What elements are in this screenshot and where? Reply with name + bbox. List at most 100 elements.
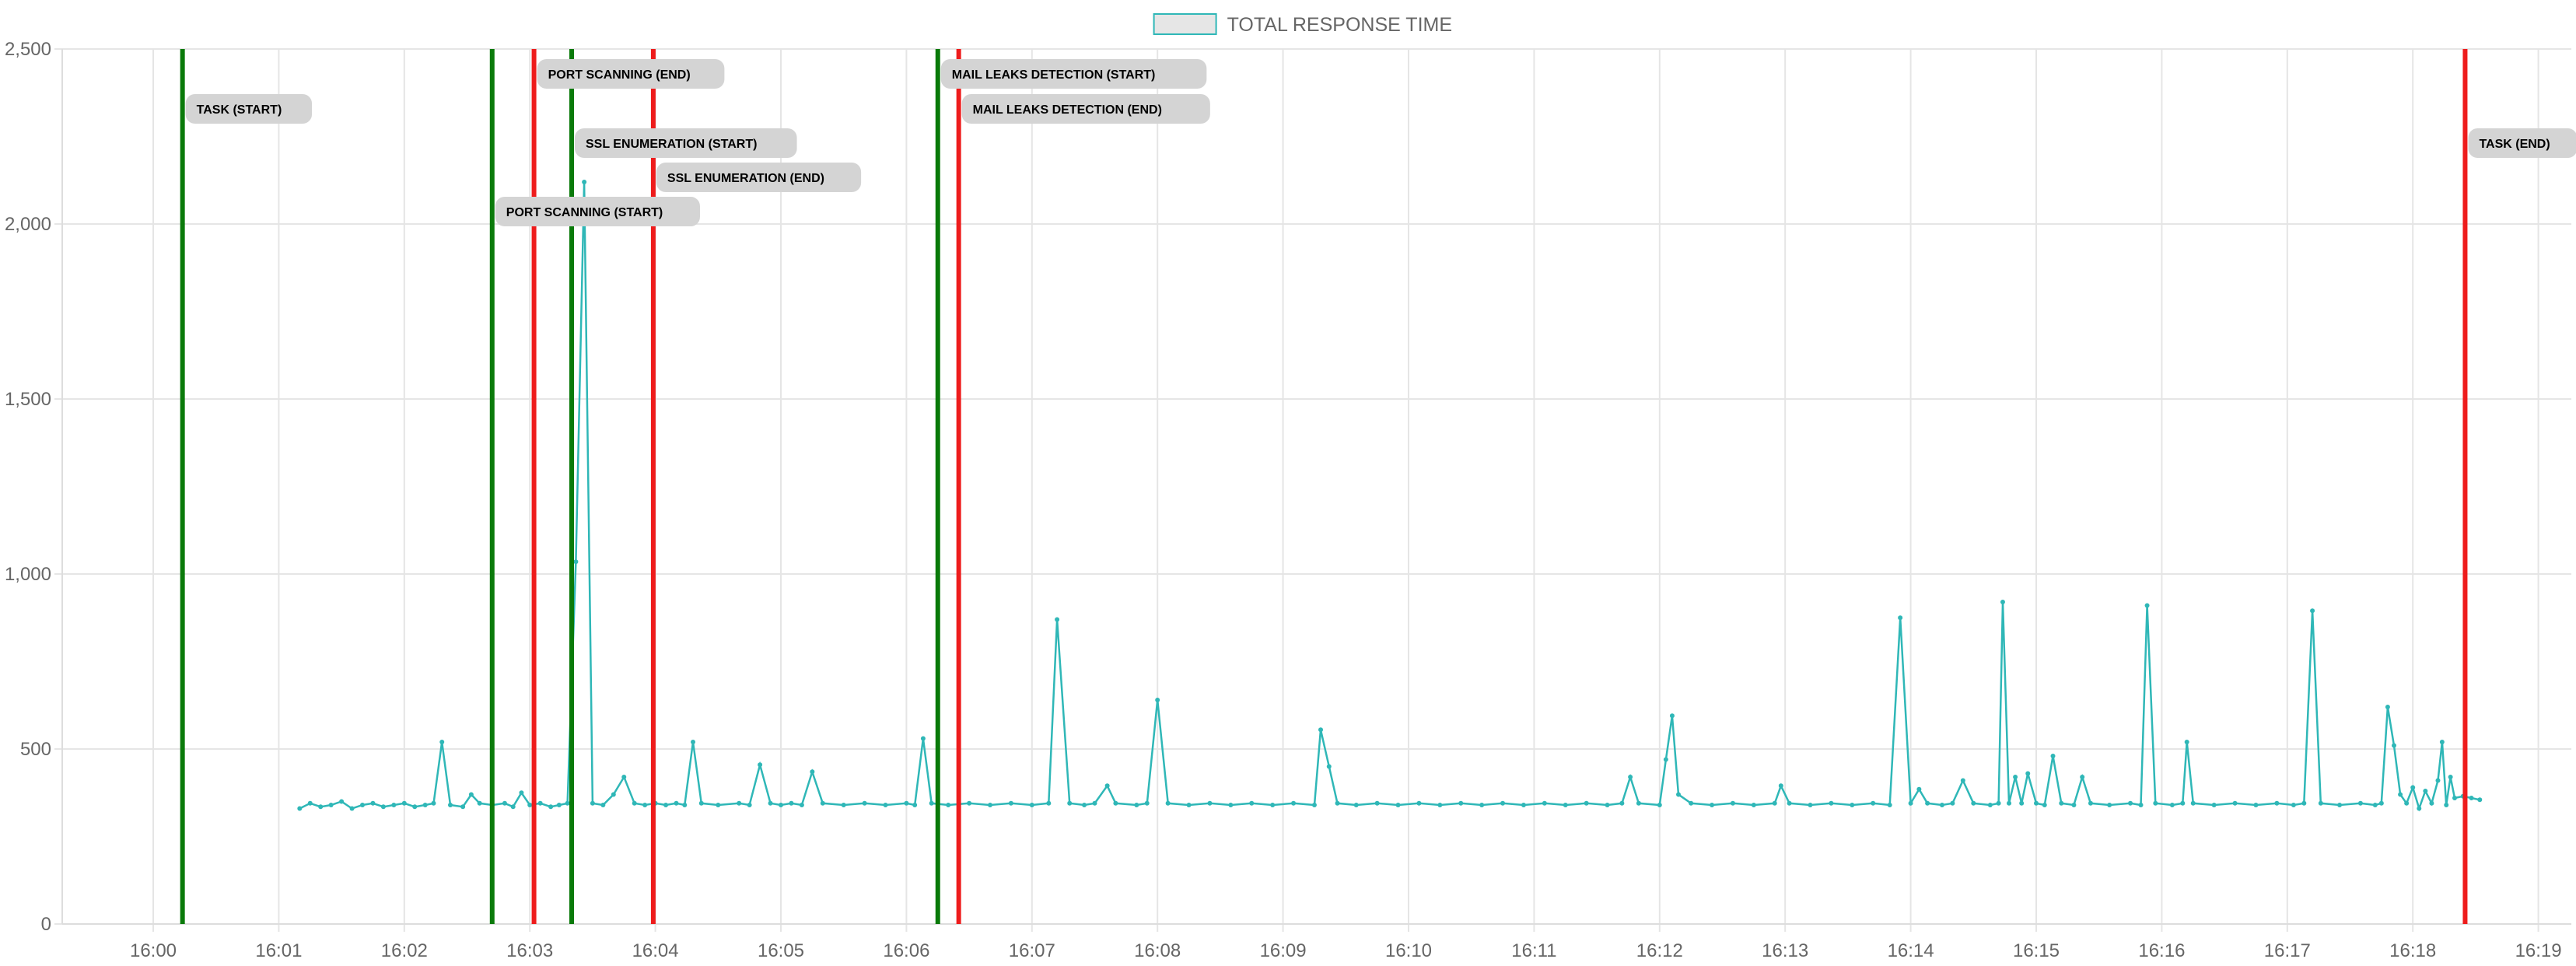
- annotation-label-text: PORT SCANNING (END): [548, 68, 691, 82]
- data-point: [556, 803, 562, 807]
- legend-label[interactable]: TOTAL RESPONSE TIME: [1227, 14, 1452, 36]
- data-point: [1605, 803, 1610, 807]
- data-point: [698, 800, 704, 806]
- data-point: [2080, 775, 2085, 779]
- annotation-label-text: MAIL LEAKS DETECTION (END): [973, 103, 1162, 117]
- data-point: [2000, 600, 2005, 604]
- data-point: [1113, 800, 1118, 806]
- data-point: [1067, 800, 1073, 806]
- data-point: [1787, 800, 1792, 806]
- annotation-label: SSL ENUMERATION (END): [656, 163, 862, 192]
- data-point: [2153, 800, 2158, 806]
- data-point: [1104, 783, 1110, 789]
- data-point: [682, 803, 688, 807]
- series-layer: [297, 180, 2483, 812]
- y-tick-label: 0: [41, 914, 51, 935]
- x-tick-label: 16:09: [1260, 940, 1307, 961]
- x-tick-label: 16:18: [2389, 940, 2436, 961]
- data-point: [810, 769, 815, 775]
- x-tick-label: 16:13: [1762, 940, 1808, 961]
- annotation-label-text: SSL ENUMERATION (END): [667, 172, 824, 185]
- data-point: [2253, 803, 2259, 807]
- data-point: [1374, 800, 1380, 806]
- x-tick-label: 16:01: [255, 940, 302, 961]
- data-point: [691, 740, 696, 744]
- data-point: [2025, 771, 2031, 776]
- data-point: [621, 775, 627, 779]
- data-point: [1657, 803, 1662, 807]
- data-point: [2357, 800, 2363, 806]
- data-point: [1416, 800, 1422, 806]
- data-point: [1291, 800, 1297, 806]
- data-point: [1950, 800, 1955, 806]
- data-point: [590, 800, 595, 806]
- data-point: [1628, 775, 1633, 779]
- data-point: [1055, 617, 1060, 622]
- data-point: [2429, 800, 2434, 806]
- data-point: [1751, 803, 1756, 807]
- data-point: [2404, 800, 2410, 806]
- data-point: [2439, 740, 2445, 744]
- data-point: [1155, 698, 1160, 702]
- data-point: [799, 803, 804, 807]
- annotation-label-bg: [537, 59, 725, 89]
- annotation-label: PORT SCANNING (END): [537, 59, 725, 89]
- data-point: [1908, 800, 1913, 806]
- annotation-label: MAIL LEAKS DETECTION (START): [940, 59, 1207, 89]
- data-point: [1249, 800, 1255, 806]
- y-tick-label: 1,000: [5, 564, 51, 585]
- annotation-label-bg: [575, 128, 797, 158]
- data-point: [1029, 803, 1034, 807]
- data-point: [2452, 796, 2457, 800]
- annotation-label: TASK (START): [185, 94, 313, 124]
- data-point: [1971, 800, 1976, 806]
- data-point: [1395, 803, 1401, 807]
- data-point: [401, 800, 407, 806]
- data-point: [2385, 705, 2390, 709]
- data-point: [297, 806, 303, 811]
- data-point: [2211, 803, 2217, 807]
- x-tick-label: 16:17: [2264, 940, 2311, 961]
- data-point: [1207, 800, 1213, 806]
- data-point: [1458, 800, 1464, 806]
- data-point: [1808, 803, 1813, 807]
- y-tick-label: 500: [20, 739, 51, 760]
- data-point: [779, 803, 783, 807]
- data-point: [2138, 803, 2144, 807]
- legend-swatch[interactable]: [1153, 13, 1217, 35]
- data-point: [460, 804, 466, 810]
- data-point: [360, 803, 365, 807]
- data-point: [1521, 803, 1526, 807]
- data-point: [468, 792, 474, 797]
- data-point: [1939, 803, 1944, 807]
- legend[interactable]: TOTAL RESPONSE TIME: [1153, 13, 1452, 36]
- data-point: [1134, 803, 1139, 807]
- data-point: [1710, 803, 1715, 807]
- data-point: [1082, 803, 1087, 807]
- annotation-label-bg: [940, 59, 1207, 89]
- x-tick-label: 16:04: [632, 940, 679, 961]
- annotation-label-text: TASK (END): [2479, 138, 2550, 151]
- data-point: [1887, 803, 1892, 807]
- data-point: [2469, 796, 2474, 800]
- data-point: [2184, 740, 2189, 744]
- data-point: [1850, 803, 1855, 807]
- data-point: [988, 803, 992, 807]
- data-point: [2398, 792, 2403, 797]
- data-point: [737, 800, 742, 806]
- data-point: [920, 736, 926, 741]
- annotation-label-bg: [656, 163, 862, 192]
- data-point: [2448, 775, 2453, 779]
- data-point: [2019, 800, 2025, 806]
- data-point: [502, 800, 507, 806]
- data-point: [1676, 792, 1682, 797]
- x-tick-label: 16:02: [381, 940, 428, 961]
- data-point: [1996, 800, 2001, 806]
- data-point: [582, 180, 587, 184]
- y-tick-label: 2,500: [5, 39, 51, 60]
- data-point: [674, 800, 679, 806]
- annotation-label: TASK (END): [2468, 128, 2576, 158]
- data-point: [2050, 754, 2056, 758]
- data-point: [510, 804, 516, 810]
